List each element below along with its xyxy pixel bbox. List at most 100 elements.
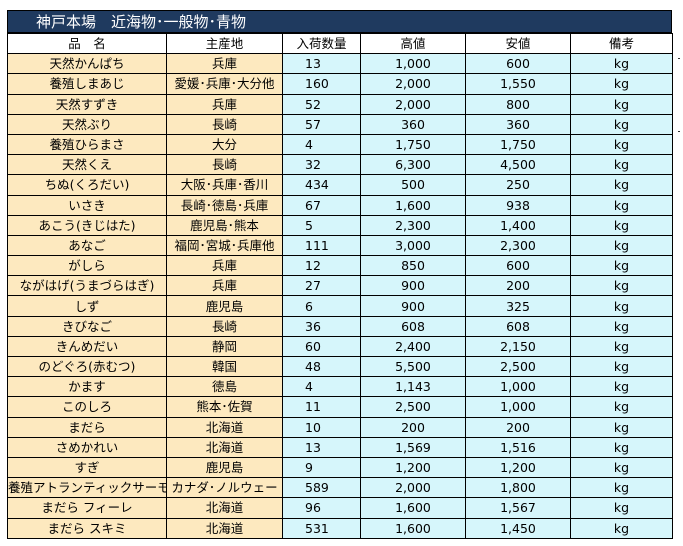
cell-low: 1,516: [465, 436, 571, 458]
cell-qty: 48: [282, 355, 361, 378]
cell-unit: kg: [570, 133, 673, 156]
cell-origin: 北海道: [166, 436, 283, 458]
cell-low: 608: [465, 315, 571, 337]
table-row: いさき 長崎･徳島･兵庫 67 1,600 938 kg: [7, 194, 673, 216]
table-row: まだら スキミ 北海道 531 1,600 1,450 kg: [7, 517, 673, 539]
cell-name: ちぬ(くろだい): [7, 174, 167, 196]
cell-low: 800: [465, 93, 571, 115]
cell-name: あこう(きじはた): [7, 214, 167, 236]
cell-unit: kg: [570, 275, 673, 297]
cell-unit: kg: [570, 497, 673, 519]
cell-high: 900: [360, 275, 466, 297]
header-origin: 主産地: [166, 32, 283, 55]
cell-name: あなご: [7, 234, 167, 257]
table-row: すぎ 鹿児島 9 1,200 1,200 kg: [7, 456, 673, 479]
table-row: 天然かんぱち 兵庫 13 1,000 600 kg: [7, 53, 673, 75]
table-row: このしろ 熊本･佐賀 11 2,500 1,000 kg: [7, 396, 673, 418]
cell-low: 1,450: [465, 517, 571, 539]
cell-low: 938: [465, 194, 571, 216]
table-row: 養殖しまあじ 愛媛･兵庫･大分他 160 2,000 1,550 kg: [7, 73, 673, 95]
cell-name: すぎ: [7, 456, 167, 479]
cell-unit: kg: [570, 335, 673, 358]
cell-low: 2,300: [465, 234, 571, 257]
cell-name: 天然すずき: [7, 93, 167, 115]
cell-origin: 大阪･兵庫･香川: [166, 174, 283, 196]
cell-unit: kg: [570, 396, 673, 418]
cell-origin: 長崎: [166, 154, 283, 176]
cell-high: 5,500: [360, 355, 466, 378]
table-row: きびなご 長崎 36 608 608 kg: [7, 315, 673, 337]
table-row: ちぬ(くろだい) 大阪･兵庫･香川 434 500 250 kg: [7, 174, 673, 196]
cell-unit: kg: [570, 234, 673, 257]
cell-qty: 10: [282, 416, 361, 438]
header-low: 安値: [465, 32, 571, 55]
cell-low: 1,400: [465, 214, 571, 236]
cell-name: きびなご: [7, 315, 167, 337]
cell-name: いさき: [7, 194, 167, 216]
cell-origin: 静岡: [166, 335, 283, 358]
cell-qty: 67: [282, 194, 361, 216]
cell-low: 1,800: [465, 477, 571, 499]
cell-origin: 兵庫: [166, 275, 283, 297]
cell-high: 1,000: [360, 53, 466, 75]
cell-origin: 鹿児島: [166, 295, 283, 317]
cell-name: がしら: [7, 255, 167, 277]
cell-origin: 熊本･佐賀: [166, 396, 283, 418]
cell-origin: 北海道: [166, 497, 283, 519]
cell-high: 360: [360, 113, 466, 135]
table-row: 天然ぶり 長崎 57 360 360 kg: [7, 113, 673, 135]
cell-unit: kg: [570, 416, 673, 438]
cell-qty: 13: [282, 53, 361, 75]
cell-unit: kg: [570, 456, 673, 479]
header-row: 品 名 主産地 入荷数量 高値 安値 備考: [7, 32, 673, 55]
cell-qty: 4: [282, 133, 361, 156]
cell-origin: 長崎･徳島･兵庫: [166, 194, 283, 216]
cell-high: 850: [360, 255, 466, 277]
cell-qty: 52: [282, 93, 361, 115]
table-row: のどぐろ(赤むつ) 韓国 48 5,500 2,500 kg: [7, 355, 673, 378]
header-high: 高値: [360, 32, 466, 55]
cell-low: 4,500: [465, 154, 571, 176]
cell-high: 1,600: [360, 517, 466, 539]
cell-high: 2,300: [360, 214, 466, 236]
cell-high: 2,400: [360, 335, 466, 358]
cell-low: 250: [465, 174, 571, 196]
cell-high: 1,600: [360, 497, 466, 519]
edge-mark: [678, 131, 680, 132]
cell-unit: kg: [570, 255, 673, 277]
cell-origin: 北海道: [166, 517, 283, 539]
cell-high: 1,200: [360, 456, 466, 479]
cell-unit: kg: [570, 517, 673, 539]
table-row: 養殖アトランティックサーモン カナダ･ノルウェー 589 2,000 1,800 kg: [7, 477, 673, 499]
cell-high: 2,000: [360, 93, 466, 115]
cell-origin: 鹿児島: [166, 456, 283, 479]
cell-origin: 長崎: [166, 315, 283, 337]
table-row: あなご 福岡･宮城･兵庫他 111 3,000 2,300 kg: [7, 234, 673, 257]
cell-low: 1,000: [465, 376, 571, 398]
cell-origin: 徳島: [166, 376, 283, 398]
cell-name: さめかれい: [7, 436, 167, 458]
cell-high: 1,143: [360, 376, 466, 398]
cell-origin: 大分: [166, 133, 283, 156]
cell-origin: カナダ･ノルウェー: [166, 477, 283, 499]
cell-name: ながはげ(うまづらはぎ): [7, 275, 167, 297]
edge-mark: [678, 58, 680, 59]
cell-qty: 5: [282, 214, 361, 236]
cell-unit: kg: [570, 73, 673, 95]
cell-low: 1,000: [465, 396, 571, 418]
cell-origin: 韓国: [166, 355, 283, 378]
cell-origin: 兵庫: [166, 53, 283, 75]
cell-low: 2,150: [465, 335, 571, 358]
cell-qty: 9: [282, 456, 361, 479]
cell-high: 3,000: [360, 234, 466, 257]
cell-low: 1,750: [465, 133, 571, 156]
cell-origin: 福岡･宮城･兵庫他: [166, 234, 283, 257]
cell-unit: kg: [570, 154, 673, 176]
cell-low: 1,200: [465, 456, 571, 479]
cell-name: 養殖ひらまさ: [7, 133, 167, 156]
cell-high: 1,600: [360, 194, 466, 216]
cell-origin: 北海道: [166, 416, 283, 438]
cell-qty: 531: [282, 517, 361, 539]
cell-origin: 兵庫: [166, 255, 283, 277]
cell-high: 2,000: [360, 477, 466, 499]
